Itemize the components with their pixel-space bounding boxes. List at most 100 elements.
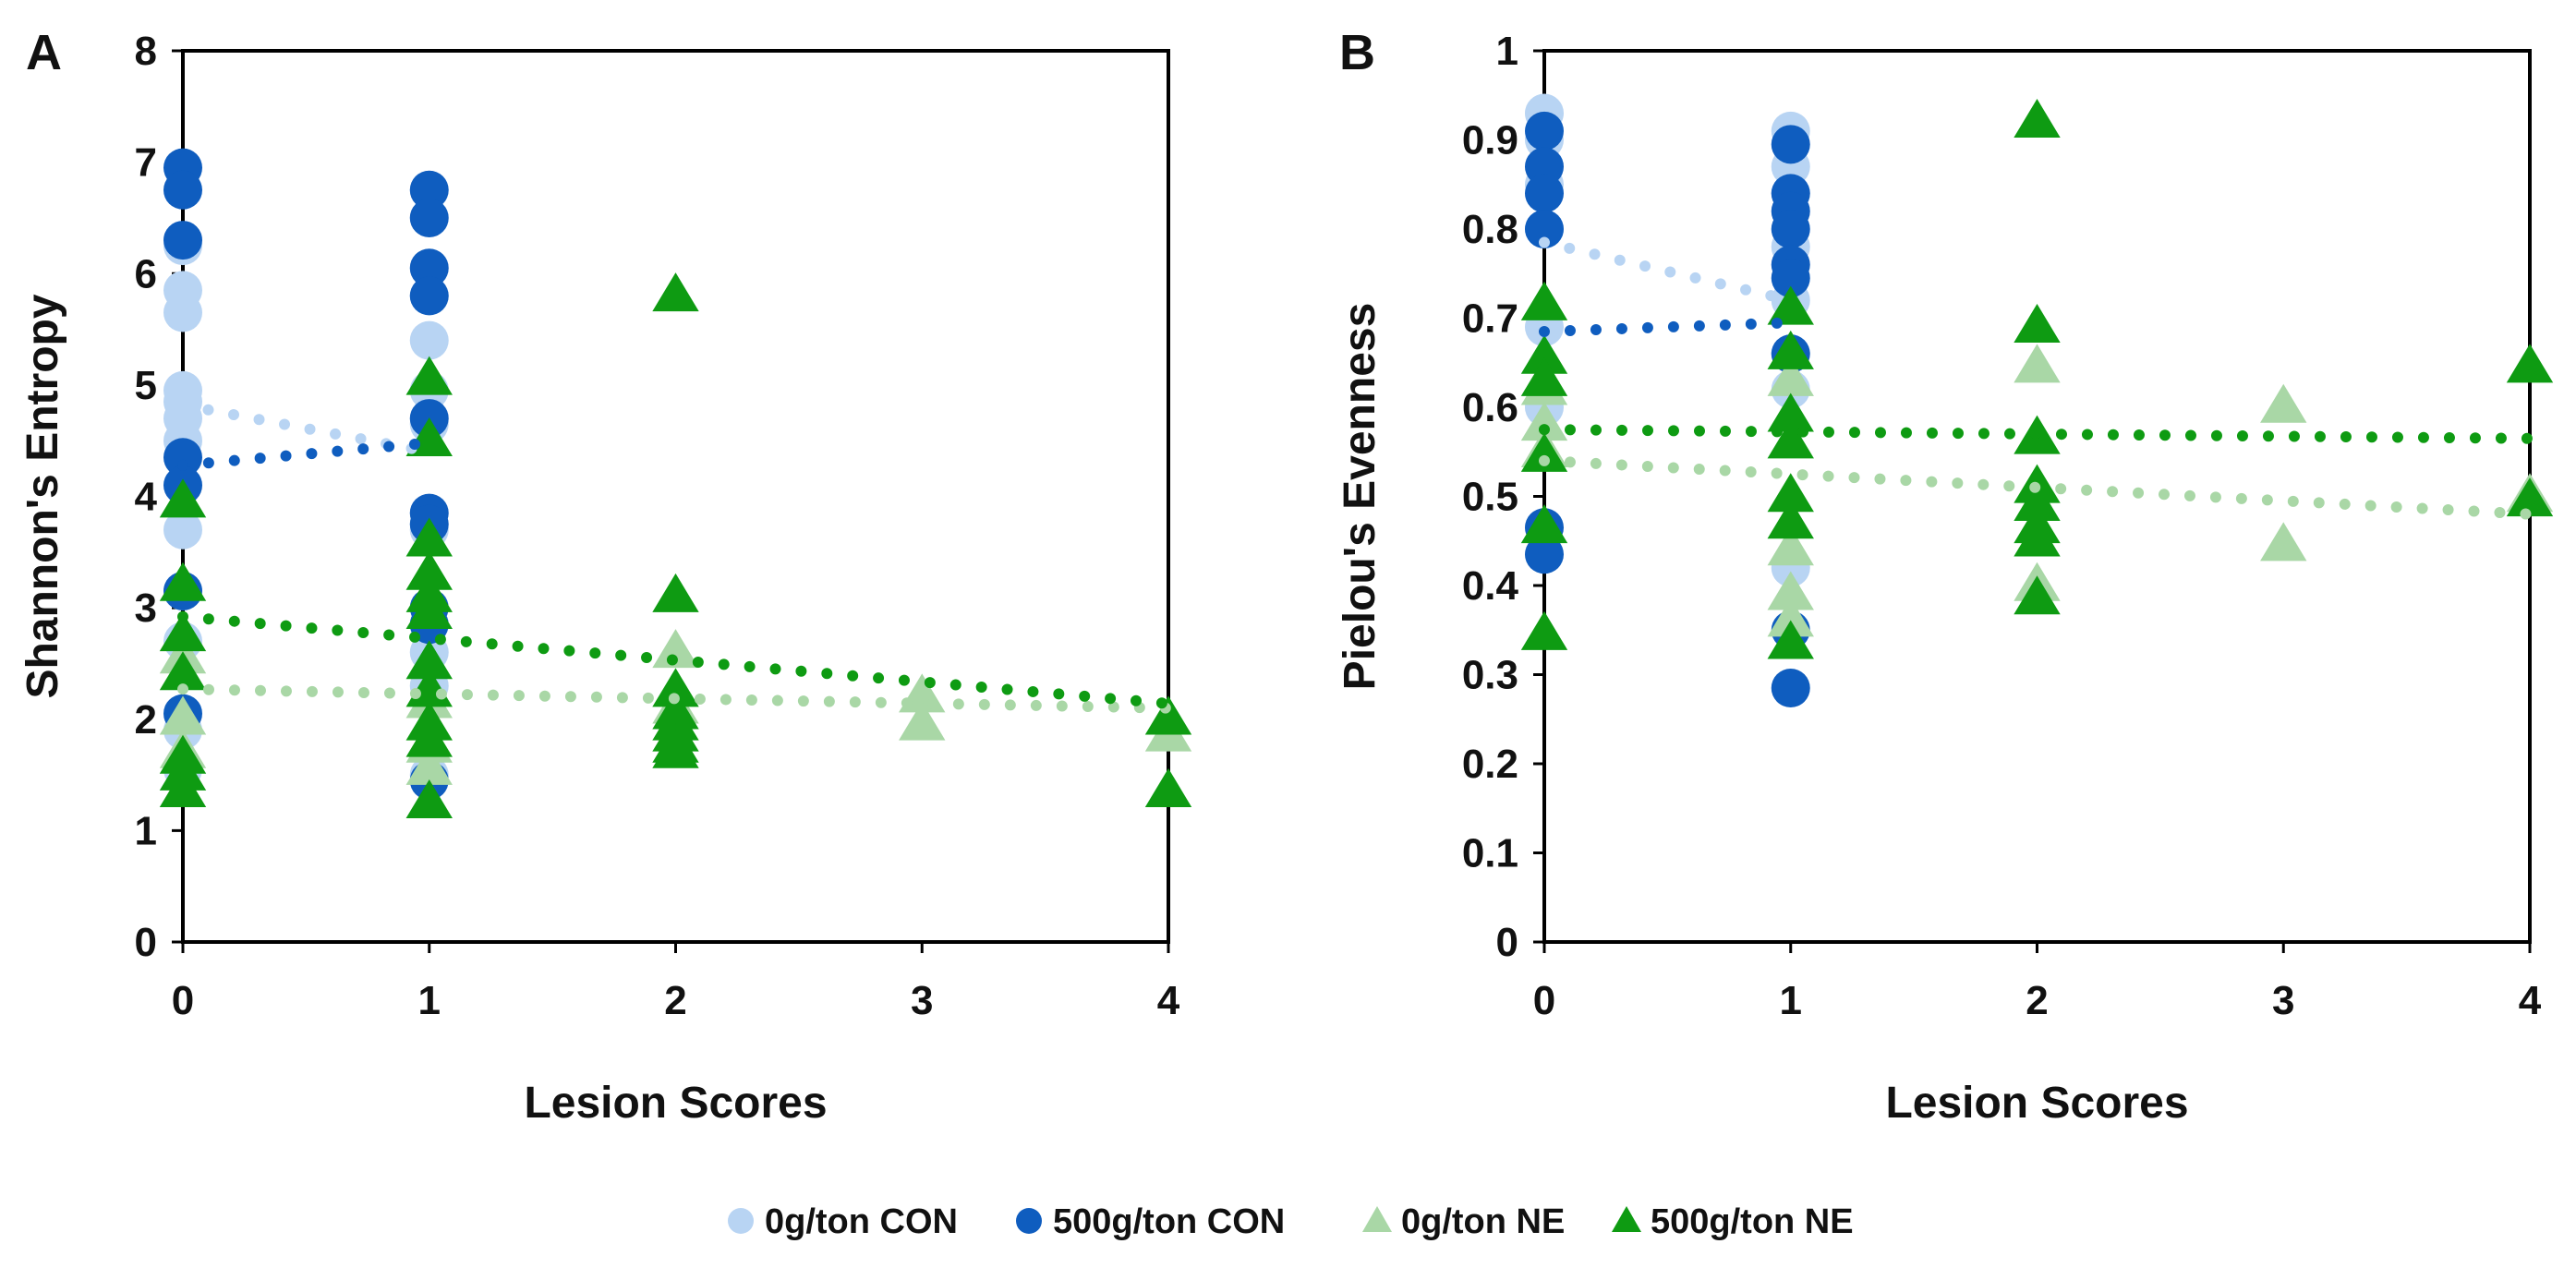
series-500g-ton-ne	[159, 272, 1192, 819]
data-point	[405, 718, 453, 757]
data-point	[409, 198, 449, 237]
data-point	[1520, 356, 1568, 396]
data-point	[159, 478, 207, 518]
data-point	[2014, 481, 2061, 521]
legend-item-0g-ton-con: 0g/ton CON	[728, 1202, 958, 1241]
data-point	[2260, 383, 2307, 423]
data-point	[163, 170, 202, 210]
series-0g-ton-con	[1525, 93, 1810, 587]
data-point	[652, 272, 699, 312]
x-tick-label: 3	[911, 978, 933, 1023]
trendline-0g-ton-con	[1539, 236, 1796, 307]
y-tick-label: 0	[1496, 920, 1518, 965]
legend-item-0g-ton-ne: 0g/ton NE	[1362, 1202, 1565, 1241]
data-point	[405, 779, 453, 819]
y-tick-label: 0.5	[1462, 475, 1518, 520]
data-point	[1771, 259, 1810, 298]
y-tick-label: 0.3	[1462, 653, 1518, 698]
data-point	[409, 276, 449, 316]
y-tick-label: 5	[135, 363, 157, 408]
x-tick-label: 4	[2519, 978, 2542, 1023]
data-point	[1767, 473, 1814, 513]
plot-frame	[181, 49, 1170, 944]
data-point	[409, 320, 449, 360]
data-point	[1520, 334, 1568, 374]
trendline-500g-ton-con	[177, 437, 435, 471]
y-tick-label: 1	[1496, 29, 1518, 74]
data-point	[1771, 125, 1810, 164]
data-point	[159, 562, 207, 601]
y-tick-label: 8	[135, 29, 157, 74]
data-point	[405, 517, 453, 557]
x-tick-label: 4	[1157, 978, 1180, 1023]
legend-label: 0g/ton CON	[765, 1202, 958, 1241]
legend-marker	[728, 1208, 754, 1234]
data-point	[163, 510, 202, 549]
y-tick-label: 6	[135, 251, 157, 296]
trendline-500g-ton-ne	[177, 610, 1174, 709]
y-tick-label: 7	[135, 140, 157, 186]
data-point	[1520, 402, 1568, 441]
data-point	[405, 640, 453, 680]
trendline-500g-ton-con	[1539, 317, 1796, 337]
data-point	[1767, 392, 1814, 432]
data-point	[163, 221, 202, 260]
data-point	[405, 550, 453, 590]
data-point	[1525, 535, 1564, 574]
data-point	[405, 589, 453, 629]
panel-a: 0 1 2 3 4 5 6 7 8 0 1 2 3 4 Lesion Scores Shannon's Ent…	[18, 25, 1192, 1128]
y-axis-label: Pielou's Evenness	[1336, 303, 1385, 691]
data-point	[1525, 147, 1564, 187]
trendline-0g-ton-ne	[1539, 454, 2535, 520]
data-point	[163, 438, 202, 477]
x-tick-label: 1	[418, 978, 441, 1023]
data-point	[1767, 419, 1814, 459]
data-point	[1771, 210, 1810, 248]
legend-label: 0g/ton NE	[1401, 1202, 1565, 1241]
legend-marker	[1612, 1206, 1641, 1232]
x-tick-label: 1	[1780, 978, 1802, 1023]
data-point	[2014, 303, 2061, 343]
y-tick-label: 0.1	[1462, 831, 1518, 876]
data-point	[159, 651, 207, 691]
data-point	[1767, 526, 1814, 566]
legend-marker	[1362, 1206, 1392, 1232]
y-tick-label: 2	[135, 697, 157, 743]
legend-label: 500g/ton CON	[1053, 1202, 1285, 1241]
data-point	[2014, 575, 2061, 615]
data-point	[652, 668, 699, 707]
data-point	[1767, 500, 1814, 539]
trendline-0g-ton-ne	[177, 683, 1174, 714]
data-point	[1520, 432, 1568, 472]
legend-marker	[1016, 1208, 1042, 1234]
data-point	[1520, 504, 1568, 544]
y-tick-label: 0.4	[1462, 563, 1519, 609]
y-axis-label: Shannon's Entropy	[18, 294, 67, 698]
data-point	[1525, 111, 1564, 151]
series-500g-ton-con	[163, 148, 449, 801]
series-500g-ton-con	[1525, 111, 1810, 707]
legend: 0g/ton CON 500g/ton CON 0g/ton NE 500g/ton …	[728, 1202, 1854, 1241]
data-point	[159, 612, 207, 652]
data-point	[1767, 356, 1814, 396]
x-tick-label: 3	[2272, 978, 2294, 1023]
data-point	[652, 629, 699, 669]
data-point	[1771, 668, 1810, 707]
data-point	[409, 170, 449, 210]
y-tick-label: 0.8	[1462, 207, 1518, 252]
data-point	[2260, 522, 2307, 562]
data-point	[159, 695, 207, 735]
y-tick-label: 1	[135, 808, 157, 853]
data-point	[409, 248, 449, 288]
data-point	[405, 745, 453, 785]
y-tick-label: 4	[135, 475, 158, 520]
y-tick-label: 0.9	[1462, 118, 1518, 163]
legend-item-500g-ton-ne: 500g/ton NE	[1612, 1202, 1854, 1241]
data-point	[2506, 344, 2554, 383]
panel-letter: B	[1339, 25, 1375, 80]
data-point	[163, 293, 202, 332]
y-tick-label: 0.6	[1462, 385, 1518, 430]
trendline-500g-ton-ne	[1539, 424, 2535, 444]
data-point	[1525, 174, 1564, 213]
